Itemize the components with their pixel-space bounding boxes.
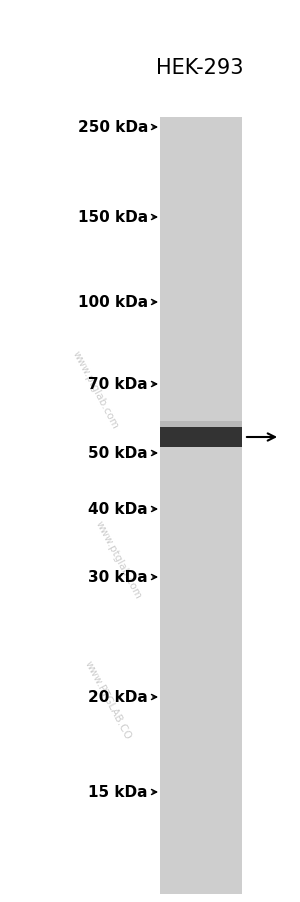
Text: www.PTGLAB.CO: www.PTGLAB.CO — [83, 658, 133, 741]
Text: www.ptglab.com: www.ptglab.com — [93, 519, 143, 600]
Text: HEK-293: HEK-293 — [156, 58, 244, 78]
Text: 250 kDa: 250 kDa — [78, 120, 148, 135]
Text: 20 kDa: 20 kDa — [88, 690, 148, 704]
Text: 15 kDa: 15 kDa — [88, 785, 148, 799]
Text: 150 kDa: 150 kDa — [78, 210, 148, 226]
Text: 40 kDa: 40 kDa — [88, 502, 148, 517]
Text: 70 kDa: 70 kDa — [88, 377, 148, 392]
Text: 100 kDa: 100 kDa — [78, 295, 148, 310]
Bar — [160, 118, 242, 894]
Text: 50 kDa: 50 kDa — [88, 446, 148, 461]
Text: www.ptglab.com: www.ptglab.com — [70, 349, 120, 430]
Bar — [160, 428, 242, 447]
Text: 30 kDa: 30 kDa — [88, 570, 148, 584]
Bar — [160, 421, 242, 428]
